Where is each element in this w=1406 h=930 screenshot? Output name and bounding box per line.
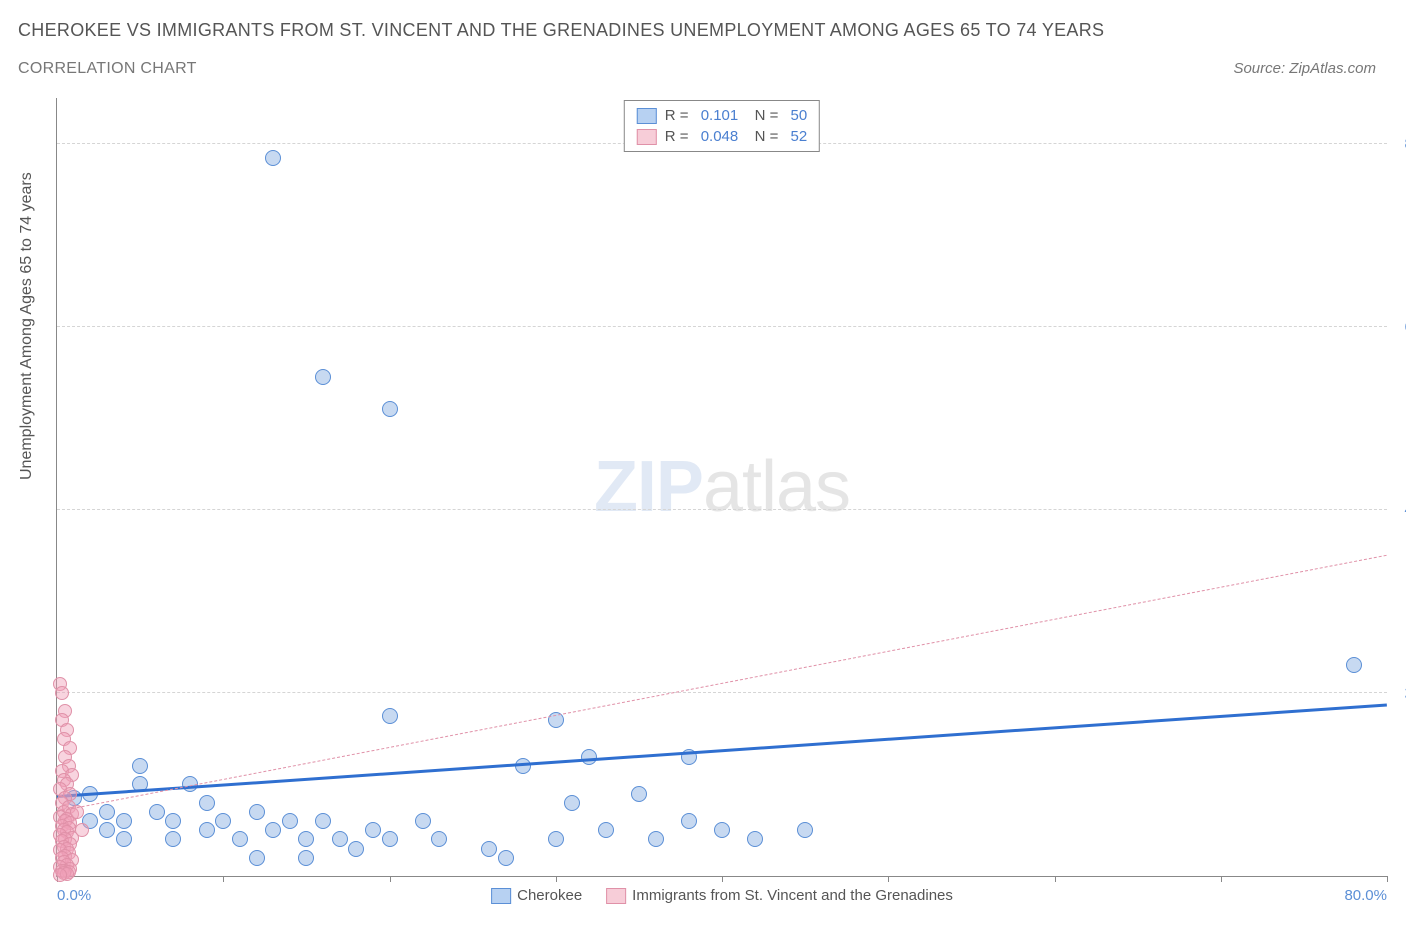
scatter-point-cherokee (315, 369, 331, 385)
chart-title: CHEROKEE VS IMMIGRANTS FROM ST. VINCENT … (18, 20, 1104, 41)
scatter-point-cherokee (648, 831, 664, 847)
r-value: 0.048 (697, 128, 739, 145)
scatter-point-cherokee (598, 822, 614, 838)
n-value: 52 (786, 128, 807, 145)
legend-series-label: Immigrants from St. Vincent and the Gren… (632, 887, 953, 904)
scatter-point-cherokee (365, 822, 381, 838)
scatter-point-cherokee (132, 758, 148, 774)
r-label: R = (665, 107, 689, 124)
scatter-point-cherokee (631, 786, 647, 802)
legend-stat-row: R = 0.101 N = 50 (637, 105, 807, 126)
scatter-point-cherokee (116, 813, 132, 829)
x-tick-label-start: 0.0% (57, 887, 91, 904)
x-tick-label-end: 80.0% (1344, 887, 1387, 904)
scatter-point-cherokee (298, 831, 314, 847)
scatter-point-cherokee (249, 804, 265, 820)
trend-line-immigrants (57, 555, 1387, 812)
x-tick (390, 876, 391, 882)
scatter-point-immigrants (55, 686, 69, 700)
scatter-point-cherokee (747, 831, 763, 847)
x-tick (1055, 876, 1056, 882)
scatter-point-cherokee (415, 813, 431, 829)
scatter-point-cherokee (165, 813, 181, 829)
scatter-point-cherokee (1346, 657, 1362, 673)
scatter-point-cherokee (215, 813, 231, 829)
x-tick (722, 876, 723, 882)
scatter-point-cherokee (265, 150, 281, 166)
scatter-point-cherokee (199, 795, 215, 811)
x-tick (1387, 876, 1388, 882)
legend-stat-row: R = 0.048 N = 52 (637, 126, 807, 147)
scatter-point-cherokee (99, 822, 115, 838)
legend-swatch (491, 888, 511, 904)
scatter-point-cherokee (481, 841, 497, 857)
trend-line-cherokee (57, 704, 1387, 799)
scatter-point-immigrants (53, 868, 67, 882)
scatter-point-cherokee (315, 813, 331, 829)
r-value: 0.101 (697, 107, 739, 124)
watermark-zip: ZIP (594, 447, 703, 527)
scatter-point-cherokee (332, 831, 348, 847)
n-value: 50 (786, 107, 807, 124)
legend-swatch (637, 108, 657, 124)
scatter-point-immigrants (75, 823, 89, 837)
scatter-point-cherokee (348, 841, 364, 857)
watermark: ZIPatlas (594, 446, 850, 528)
legend-swatch (606, 888, 626, 904)
y-axis-label: Unemployment Among Ages 65 to 74 years (18, 172, 36, 480)
scatter-point-cherokee (165, 831, 181, 847)
x-tick (556, 876, 557, 882)
scatter-point-cherokee (431, 831, 447, 847)
chart-subtitle: CORRELATION CHART (18, 60, 197, 78)
gridline (57, 692, 1387, 693)
scatter-point-cherokee (498, 850, 514, 866)
scatter-point-cherokee (265, 822, 281, 838)
watermark-atlas: atlas (703, 447, 850, 527)
scatter-point-cherokee (382, 708, 398, 724)
scatter-point-cherokee (714, 822, 730, 838)
legend-series-item: Cherokee (491, 887, 582, 904)
legend-statistics: R = 0.101 N = 50R = 0.048 N = 52 (624, 100, 820, 152)
scatter-point-cherokee (681, 813, 697, 829)
legend-series: Cherokee Immigrants from St. Vincent and … (491, 887, 953, 904)
scatter-point-cherokee (232, 831, 248, 847)
scatter-point-cherokee (199, 822, 215, 838)
source-label: Source: ZipAtlas.com (1233, 60, 1376, 77)
legend-series-item: Immigrants from St. Vincent and the Gren… (606, 887, 953, 904)
scatter-point-cherokee (298, 850, 314, 866)
gridline (57, 509, 1387, 510)
gridline (57, 326, 1387, 327)
x-tick (223, 876, 224, 882)
r-label: R = (665, 128, 689, 145)
legend-series-label: Cherokee (517, 887, 582, 904)
scatter-point-cherokee (149, 804, 165, 820)
scatter-point-cherokee (99, 804, 115, 820)
scatter-point-cherokee (282, 813, 298, 829)
x-tick (888, 876, 889, 882)
x-tick (1221, 876, 1222, 882)
chart-plot-area: ZIPatlas R = 0.101 N = 50R = 0.048 N = 5… (56, 98, 1387, 877)
scatter-point-cherokee (249, 850, 265, 866)
n-label: N = (746, 128, 778, 145)
scatter-point-cherokee (564, 795, 580, 811)
scatter-point-cherokee (382, 831, 398, 847)
scatter-point-cherokee (548, 831, 564, 847)
scatter-point-cherokee (382, 401, 398, 417)
scatter-point-cherokee (116, 831, 132, 847)
n-label: N = (746, 107, 778, 124)
legend-swatch (637, 129, 657, 145)
scatter-point-cherokee (797, 822, 813, 838)
